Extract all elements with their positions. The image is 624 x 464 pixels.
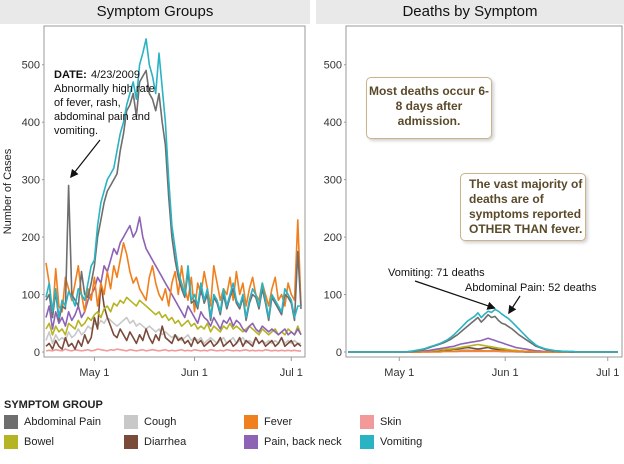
y-tick-label: 100 [22,290,40,302]
y-tick-label: 500 [22,60,40,72]
annotation-date-label: DATE: [54,69,87,81]
y-tick-label: 100 [324,290,342,302]
legend-label: Cough [144,416,177,428]
series-line-bowel [45,296,302,336]
series-line-diarrhea [45,282,302,350]
series-line-vomiting [348,308,618,353]
note-deaths-timing: Most deaths occur 6-8 days after admissi… [366,77,492,139]
y-tick-label: 500 [324,60,342,72]
legend-label: Fever [264,416,293,428]
charts-canvas: 0 100 200 300 400 500 May 1 Jun 1 Jul 1 Number of… [2,25,623,379]
legend-label: Pain, back neck [264,436,342,448]
annotation-text-line: vomiting. [54,125,98,137]
legend-swatch [244,435,258,449]
annotation-text-line: abdominal pain and [54,111,150,123]
x-tick-label: Jun 1 [181,367,208,379]
callout-arrow [414,280,496,310]
legend-swatch [4,415,18,429]
series-line-fever [45,219,302,319]
annotation-text: Abnormally high rate of fever, rash, abdom… [54,83,155,137]
legend: Abdominal Pain Cough Fever Skin Bowel Diarrhe… [4,414,624,454]
series-line-skin [45,348,301,352]
x-tick-label: Jul 1 [596,367,619,379]
legend-label: Skin [380,416,402,428]
y-tick-label: 0 [34,347,40,359]
callout-arrow [508,295,521,315]
note-deaths-symptoms: The vast majority of deaths are of sympt… [460,173,586,241]
y-tick-label: 400 [324,117,342,129]
legend-swatch [124,435,138,449]
series-line-abdominal-pain [348,313,618,353]
annotation-date-value: 4/23/2009 [91,69,140,81]
legend-swatch [4,435,18,449]
legend-label: Diarrhea [144,436,187,448]
plot-frame-1 [345,25,623,358]
y-tick-label: 300 [22,175,40,187]
x-tick-label: May 1 [384,367,414,379]
annotation-text-line: of fever, rash, [54,97,121,109]
right-panel-title: Deaths by Symptom [316,0,624,24]
legend-label: Abdominal Pain [24,416,102,428]
x-tick-label: Jul 1 [280,367,303,379]
legend-swatch [244,415,258,429]
legend-label: Bowel [24,436,54,448]
y-tick-label: 200 [22,232,40,244]
series-line-vomiting [45,38,301,319]
y-axis-label: Number of Cases [2,148,14,234]
legend-label: Vomiting [380,436,423,448]
legend-title: SYMPTOM GROUP [4,399,103,411]
y-tick-label: 400 [22,117,40,129]
x-tick-label: May 1 [79,367,109,379]
plot-frame-0 [43,25,306,358]
y-tick-label: 300 [324,175,342,187]
annotation-text-line: Abnormally high rate [54,83,155,95]
legend-swatch [124,415,138,429]
y-tick-label: 0 [336,347,342,359]
series-line-abdominal-pain [45,69,302,322]
y-tick-label: 200 [324,232,342,244]
left-panel-title: Symptom Groups [0,0,310,24]
callout-label: Abdominal Pain: 52 deaths [465,282,597,294]
callout-label: Vomiting: 71 deaths [388,267,485,279]
annotation-arrow [70,139,101,179]
x-tick-label: Jun 1 [492,367,519,379]
series-line-pain-back-neck [45,216,302,336]
legend-swatch [360,415,374,429]
legend-swatch [360,435,374,449]
